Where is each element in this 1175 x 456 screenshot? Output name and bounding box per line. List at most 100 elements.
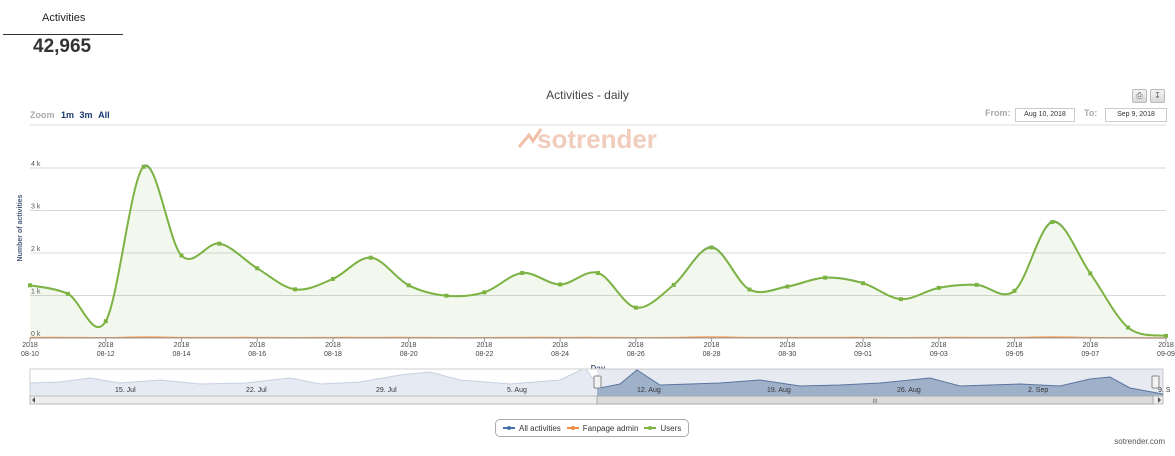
y-tick-label: 0 k <box>31 331 41 338</box>
x-tick-label: 09-01 <box>854 351 872 358</box>
x-tick-label: 2018 <box>855 342 871 349</box>
data-point <box>217 241 222 246</box>
navigator-label: 12. Aug <box>637 387 661 394</box>
legend-label: Fanpage admin <box>582 423 639 433</box>
x-axis: 2018 08-10 2018 08-12 2018 08-14 2018 08-16 2018… <box>21 337 1175 358</box>
data-point <box>368 255 373 260</box>
x-tick-label: 09-03 <box>930 351 948 358</box>
x-tick-label: 2018 <box>552 342 568 349</box>
data-point <box>596 270 600 275</box>
x-tick-label: 2018 <box>325 342 341 349</box>
x-tick-label: 2018 <box>1007 342 1023 349</box>
to-date-input[interactable]: Sep 9, 2018 <box>1105 108 1167 122</box>
data-point <box>785 284 790 289</box>
y-tick-label: 1 k <box>31 289 41 296</box>
y-tick-label: 2 k <box>31 246 41 253</box>
x-tick-label: 2018 <box>628 342 644 349</box>
legend-marker <box>644 426 657 430</box>
to-label: To: <box>1084 108 1098 118</box>
legend-label: Users <box>660 423 682 433</box>
kpi-label: Activities <box>42 12 86 24</box>
data-point <box>482 290 487 295</box>
x-tick-label: 08-28 <box>703 351 721 358</box>
x-tick-label: 2018 <box>249 342 265 349</box>
data-point <box>558 282 563 287</box>
data-point <box>709 245 714 250</box>
data-point <box>65 291 70 296</box>
navigator-label: 2. Sep <box>1028 387 1048 394</box>
x-tick-label: 2018 <box>704 342 720 349</box>
x-tick-label: 2018 <box>174 342 190 349</box>
data-point <box>330 276 335 281</box>
data-point <box>444 293 449 298</box>
legend-marker <box>503 426 515 430</box>
x-tick-label: 08-30 <box>778 351 796 358</box>
legend-marker <box>566 426 579 430</box>
scroll-right-icon[interactable] <box>1158 397 1161 403</box>
series-line-users <box>29 164 1167 337</box>
data-point <box>1050 219 1055 224</box>
zoom-label: Zoom <box>30 110 55 120</box>
data-point <box>1126 325 1131 330</box>
credit-link[interactable]: sotrender.com <box>1114 437 1165 446</box>
plot-area <box>28 164 1168 339</box>
zoom-controls: Zoom 1m 3m All <box>30 110 113 120</box>
legend-item-fanpage-admin[interactable]: Fanpage admin <box>566 423 639 433</box>
watermark-logo-icon <box>517 128 543 148</box>
data-point <box>633 305 638 310</box>
y-tick-label: 3 k <box>31 204 41 211</box>
legend-item-users[interactable]: Users <box>644 424 681 433</box>
scroll-left-icon[interactable] <box>32 397 35 403</box>
zoom-all-button[interactable]: All <box>98 110 110 120</box>
data-point <box>1164 333 1168 338</box>
navigator-label: 15. Jul <box>115 387 136 394</box>
navigator-handle[interactable] <box>593 375 602 389</box>
x-tick-label: 08-24 <box>551 351 569 358</box>
data-point <box>103 319 108 324</box>
y-axis: 0 k 1 k 2 k 3 k 4 k <box>31 161 41 338</box>
navigator-label: 5. Aug <box>507 387 527 394</box>
download-icon[interactable]: ↧ <box>1150 89 1165 103</box>
scrollbar-thumb[interactable] <box>596 395 1154 405</box>
x-tick-label: 09-05 <box>1006 351 1024 358</box>
data-point <box>28 283 32 288</box>
print-icon[interactable]: ⎙ <box>1132 89 1147 103</box>
data-point <box>1088 271 1093 276</box>
kpi-divider <box>3 34 123 35</box>
legend-item-all-activities[interactable]: All activities <box>503 424 561 433</box>
data-point <box>898 297 903 302</box>
navigator-handle[interactable] <box>1151 375 1160 389</box>
x-tick-label: 08-18 <box>324 351 342 358</box>
scrollbar-grip: III <box>872 399 877 405</box>
data-point <box>293 287 298 292</box>
x-tick-label: 2018 <box>22 342 38 349</box>
legend: All activities Fanpage admin Users <box>495 419 690 437</box>
x-tick-label: 08-12 <box>97 351 115 358</box>
zoom-3m-button[interactable]: 3m <box>79 110 93 120</box>
kpi-value: 42,965 <box>33 36 92 57</box>
zoom-1m-button[interactable]: 1m <box>61 110 75 120</box>
data-point <box>671 282 676 287</box>
from-date-input[interactable]: Aug 10, 2018 <box>1015 108 1075 122</box>
navigator-label: 19. Aug <box>767 387 791 394</box>
watermark <box>517 128 543 148</box>
x-tick-label: 2018 <box>1082 342 1098 349</box>
data-point <box>823 275 828 280</box>
x-tick-label: 08-26 <box>627 351 645 358</box>
x-tick-label: 08-10 <box>21 351 39 358</box>
data-point <box>1012 288 1017 293</box>
navigator-series-unselected <box>30 369 597 396</box>
data-point <box>141 164 146 169</box>
watermark-text: sotrender <box>537 124 657 154</box>
data-point <box>936 285 941 290</box>
x-tick-label: 09-09 <box>1157 351 1175 358</box>
y-tick-label: 4 k <box>31 161 41 168</box>
data-point <box>747 287 752 292</box>
x-tick-label: 2018 <box>477 342 493 349</box>
data-point <box>406 283 411 288</box>
x-tick-label: 08-16 <box>248 351 266 358</box>
data-point <box>861 281 866 286</box>
navigator-label: 9. S <box>1158 387 1171 394</box>
users-area <box>30 165 1166 338</box>
